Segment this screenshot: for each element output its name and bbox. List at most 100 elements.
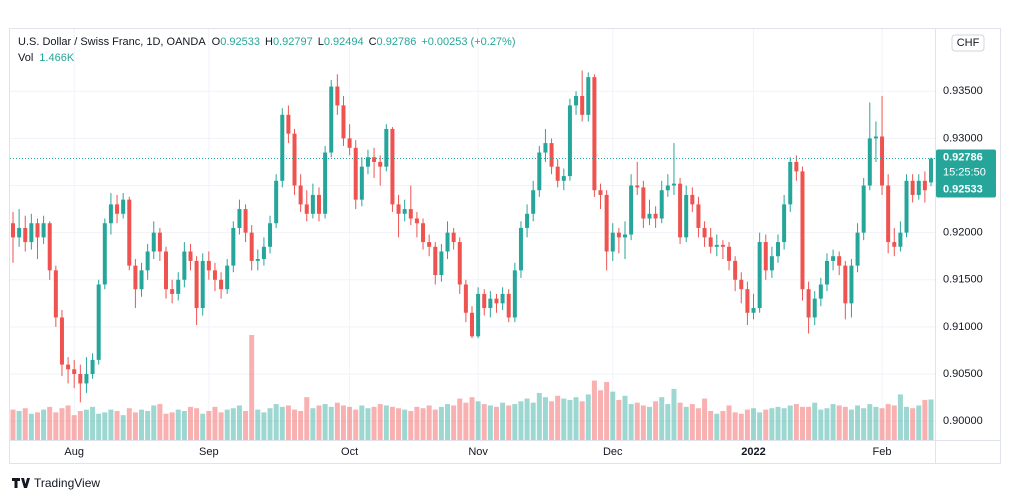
candle-body xyxy=(102,223,107,285)
volume-bar xyxy=(738,413,744,440)
volume-bar xyxy=(610,391,616,440)
volume-bar xyxy=(322,404,328,440)
volume-bar xyxy=(481,404,487,440)
candle-body xyxy=(500,293,505,304)
volume-bar xyxy=(16,410,22,440)
countdown: 15:25:50 xyxy=(943,166,986,178)
volume-bar xyxy=(591,380,597,440)
candle-body xyxy=(794,161,799,172)
volume-bar xyxy=(708,410,714,440)
candle-body xyxy=(898,232,903,247)
volume-bar xyxy=(634,402,640,440)
volume-bar xyxy=(542,397,548,440)
candle-body xyxy=(17,227,22,238)
volume-bar xyxy=(830,404,836,440)
candle-body xyxy=(372,157,377,162)
candle-body xyxy=(598,190,603,195)
volume-bar xyxy=(512,404,518,440)
volume-bar xyxy=(493,406,499,440)
candle-body xyxy=(427,242,432,247)
last-price: 0.92786 xyxy=(943,151,983,163)
volume-bar xyxy=(561,398,567,440)
volume-bar xyxy=(646,406,652,440)
candle-body xyxy=(200,260,205,309)
volume-bar xyxy=(732,412,738,440)
volume-bar xyxy=(598,390,604,440)
candle-body xyxy=(390,128,395,205)
candle-body xyxy=(739,279,744,290)
candle-body xyxy=(280,114,285,181)
candle-body xyxy=(623,234,627,238)
x-tick-label: Aug xyxy=(64,446,84,458)
volume-bar xyxy=(457,398,463,440)
volume-bar xyxy=(389,406,395,440)
volume-bar xyxy=(402,409,408,440)
candle-body xyxy=(886,185,891,243)
y-tick-label: 0.91000 xyxy=(943,321,983,333)
volume-bar xyxy=(653,401,659,440)
volume-bar xyxy=(218,412,224,440)
volume-bar xyxy=(371,406,377,440)
x-tick-label: Dec xyxy=(603,446,623,458)
ohlc-value: 0.92533 xyxy=(220,36,260,48)
volume-bar xyxy=(151,405,157,440)
x-tick-label: Oct xyxy=(341,446,358,458)
candle-body xyxy=(298,185,303,205)
candle-body xyxy=(671,183,676,186)
volume-bar xyxy=(157,404,163,440)
candle-layer xyxy=(10,70,935,403)
candle-body xyxy=(543,143,548,153)
volume-bar xyxy=(212,406,218,440)
candle-body xyxy=(616,232,621,238)
volume-value: 1.466K xyxy=(39,52,75,64)
candle-body xyxy=(574,95,579,106)
volume-bar xyxy=(824,408,830,440)
candle-body xyxy=(506,293,511,318)
volume-bar xyxy=(916,405,922,440)
candle-body xyxy=(66,364,71,370)
volume-bar xyxy=(689,404,695,440)
volume-bar xyxy=(267,408,273,440)
candle-body xyxy=(476,293,481,337)
volume-bar xyxy=(255,409,261,440)
volume-bar xyxy=(77,410,83,440)
volume-bar xyxy=(285,405,291,440)
volume-bar xyxy=(383,405,389,440)
candle-body xyxy=(861,185,866,233)
volume-bar xyxy=(677,402,683,440)
volume-bar xyxy=(487,405,493,440)
volume-bar xyxy=(573,397,579,440)
price-badge xyxy=(936,149,996,184)
candle-body xyxy=(310,194,315,214)
candle-body xyxy=(121,199,126,214)
ohlc-letter: C xyxy=(369,36,377,48)
candle-body xyxy=(745,289,750,313)
candle-body xyxy=(555,166,560,181)
candle-body xyxy=(157,232,162,252)
candle-body xyxy=(439,251,444,276)
candle-body xyxy=(769,256,774,271)
volume-bar xyxy=(206,410,212,440)
volume-bar xyxy=(757,412,763,440)
volume-bar xyxy=(408,410,414,440)
candle-body xyxy=(494,298,499,304)
candle-body xyxy=(11,223,15,238)
volume-bar xyxy=(145,410,151,440)
candle-body xyxy=(47,223,52,271)
volume-bar xyxy=(292,409,298,440)
volume-bar xyxy=(500,402,506,440)
candle-body xyxy=(341,105,346,139)
candle-body xyxy=(359,166,364,200)
candle-body xyxy=(708,237,713,247)
volume-bar xyxy=(518,401,524,440)
volume-bar xyxy=(861,408,867,440)
candle-body xyxy=(776,242,780,257)
volume-bar xyxy=(438,406,444,440)
volume-bar xyxy=(714,413,720,440)
volume-bar xyxy=(316,405,322,440)
candle-body xyxy=(488,298,493,309)
candle-body xyxy=(182,251,187,280)
volume-bar xyxy=(622,395,628,440)
volume-bar xyxy=(126,408,132,440)
volume-bar xyxy=(28,413,34,440)
